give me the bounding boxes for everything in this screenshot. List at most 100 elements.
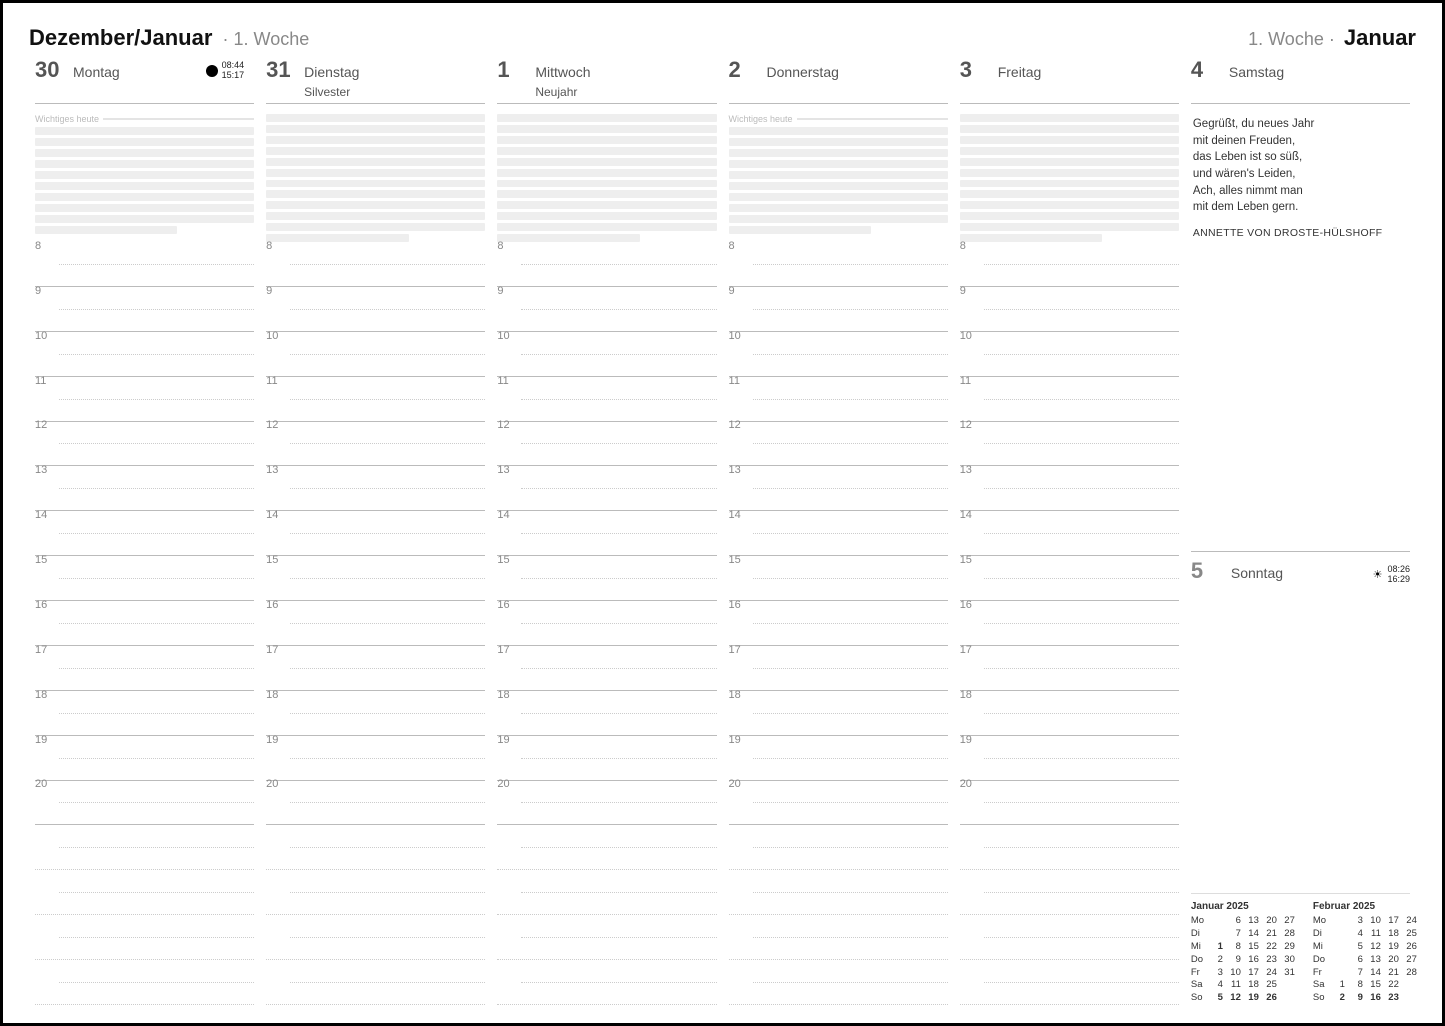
day-num: 2 [729,57,757,83]
hour-row: 19 [729,736,948,781]
mini-calendar: Februar 2025Mo3101724Di4111825Mi5121926D… [1313,900,1417,1005]
note-line [729,160,948,168]
hour-row: 20 [35,781,254,826]
mini-cal-day: 28 [1282,928,1295,941]
hour-row: 18 [35,691,254,736]
hour-row: 8 [497,242,716,287]
hour-label: 19 [35,734,57,748]
note-line [497,136,716,144]
hour-label: 17 [497,644,519,658]
hour-label: 20 [266,778,288,792]
hour-label: 8 [960,240,982,254]
hour-label: 15 [729,554,751,568]
header-right: 1. Woche · Januar [1248,25,1416,51]
mini-cal-day: 3 [1210,967,1223,980]
mini-cal-day [1210,915,1223,928]
saturday-name: Samstag [1229,64,1284,80]
hour-label: 9 [960,285,982,299]
mini-cal-dow: So [1191,992,1205,1005]
hour-row: 13 [266,466,485,511]
hour-label: 12 [729,419,751,433]
hour-row: 19 [266,736,485,781]
day-num: 30 [35,57,63,83]
note-line [729,149,948,157]
mini-cal-day: 16 [1368,992,1381,1005]
saturday-sub [1191,85,1410,101]
mini-cal-dow: Do [1313,954,1327,967]
mini-cal-dow: Mo [1191,915,1205,928]
day-name: Freitag [998,64,1042,80]
mini-cal-day: 4 [1210,979,1223,992]
mini-cal-day: 7 [1350,967,1363,980]
hour-label: 17 [35,644,57,658]
mini-cal-day: 15 [1368,979,1381,992]
hour-row-blank: . [960,915,1179,960]
note-line [960,136,1179,144]
mini-cal-day: 19 [1386,941,1399,954]
mini-cal-day: 6 [1350,954,1363,967]
mini-cal-dow: Di [1313,928,1327,941]
mini-cal-day [1282,992,1295,1005]
mini-cal-day: 12 [1368,941,1381,954]
hour-row: 14 [960,511,1179,556]
hour-row: 16 [266,601,485,646]
mini-calendar-row: So291623 [1313,992,1417,1005]
hour-row: 15 [497,556,716,601]
hour-row: 16 [960,601,1179,646]
mini-cal-day: 11 [1228,979,1241,992]
quote-author: ANNETTE VON DROSTE-HÜLSHOFF [1193,226,1408,241]
hour-label: 8 [266,240,288,254]
mini-cal-day: 4 [1350,928,1363,941]
hour-label: 15 [497,554,519,568]
hour-row: 12 [960,422,1179,467]
hour-label: 13 [497,464,519,478]
hour-row: 12 [266,422,485,467]
note-line [960,190,1179,198]
note-line [729,204,948,212]
note-line [266,190,485,198]
hour-row: 20 [960,781,1179,826]
mini-cal-day [1332,954,1345,967]
quote-line: mit deinen Freuden, [1193,133,1408,150]
hour-row-blank: . [729,960,948,1005]
mini-cal-day: 9 [1228,954,1241,967]
mini-calendar-row: So5121926 [1191,992,1295,1005]
mini-cal-day: 13 [1368,954,1381,967]
hour-row: 16 [35,601,254,646]
note-line [729,171,948,179]
sun-icon: ☀ [1373,570,1383,581]
mini-cal-day [1404,992,1417,1005]
hour-row: 20 [266,781,485,826]
mini-cal-dow: Fr [1313,967,1327,980]
mini-cal-day [1404,979,1417,992]
mini-cal-day: 1 [1210,941,1223,954]
mini-cal-day: 17 [1246,967,1259,980]
mini-calendar-row: Di4111825 [1313,928,1417,941]
moon-indicator: 08:4415:17 [206,61,245,81]
hour-row: 13 [960,466,1179,511]
note-line [35,182,254,190]
note-line [729,215,948,223]
hour-row: 12 [729,422,948,467]
notes-block: Wichtiges heute [35,110,254,242]
hour-label: 11 [266,375,288,389]
day-name: Dienstag [304,64,359,80]
note-line [497,212,716,220]
note-line [960,114,1179,122]
note-line [729,193,948,201]
hour-row: 20 [729,781,948,826]
mini-cal-day: 12 [1228,992,1241,1005]
note-line [35,138,254,146]
day-name: Mittwoch [535,64,590,80]
hour-row-blank: . [35,915,254,960]
sunday-num: 5 [1191,558,1219,584]
note-line [266,147,485,155]
mini-cal-dow: Sa [1191,979,1205,992]
note-line [960,147,1179,155]
hour-row: 12 [35,422,254,467]
hour-row: 9 [266,287,485,332]
mini-calendar-row: Do29162330 [1191,954,1295,967]
mini-calendar-title: Januar 2025 [1191,900,1295,914]
mini-calendar-row: Fr7142128 [1313,967,1417,980]
hour-row-blank: . [266,825,485,870]
